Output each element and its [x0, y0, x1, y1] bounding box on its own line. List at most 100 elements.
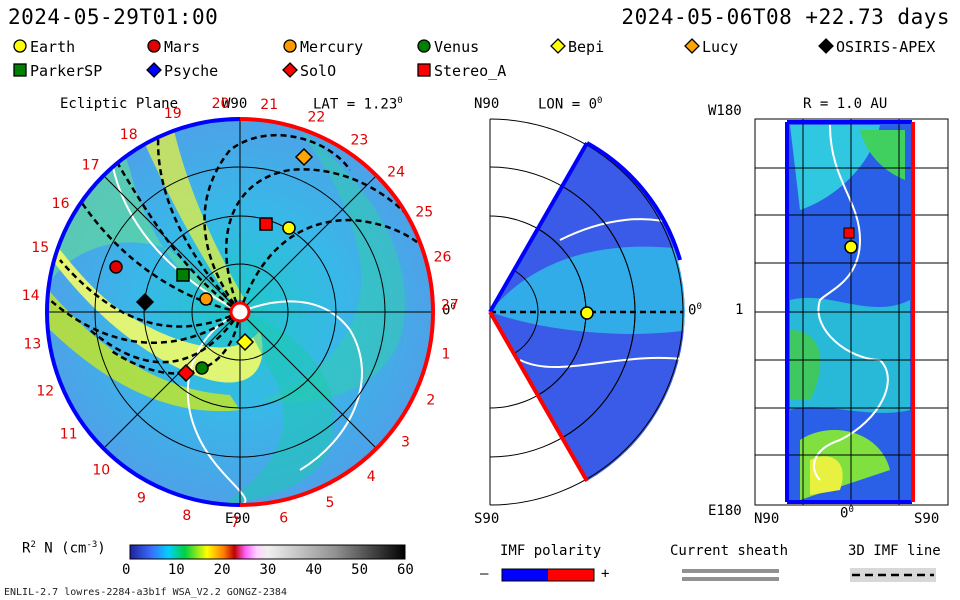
rim-negative — [45, 117, 241, 507]
legend-label: Venus — [434, 38, 480, 56]
lon-one-label: 1 — [735, 302, 744, 318]
mars-marker — [109, 260, 123, 274]
parker-marker — [176, 268, 190, 282]
legend-label: Stereo_A — [434, 62, 507, 80]
legend-item-mars: Mars — [146, 38, 200, 56]
density-band-north — [130, 119, 245, 300]
diamond-icon — [146, 62, 162, 78]
lat-n90-label: N90 — [754, 511, 780, 527]
venus-marker — [195, 361, 209, 375]
legend-item-solo: SolO — [282, 62, 336, 80]
density-band-lower — [47, 280, 240, 412]
density-band-yellow — [47, 230, 263, 383]
imf-line-title: 3D IMF line — [848, 543, 941, 559]
carrington-tick-4: 4 — [367, 469, 376, 485]
meridional-earth-marker — [580, 306, 594, 320]
diamond-icon — [550, 38, 566, 54]
ecliptic-zero-label: 00 — [442, 302, 456, 319]
carrington-tick-20: 20 — [212, 96, 230, 112]
legend-item-lucy: Lucy — [684, 38, 738, 56]
square-icon — [417, 63, 431, 77]
sim-time: 2024-05-29T01:00 — [8, 5, 219, 29]
circle-icon — [417, 39, 431, 53]
current-sheath-title: Current sheath — [670, 543, 789, 559]
circle-icon — [13, 39, 27, 53]
lat-label: LAT = 1.230 — [313, 96, 403, 113]
carrington-tick-9: 9 — [137, 490, 146, 506]
carrington-tick-26: 26 — [434, 250, 452, 266]
carrington-tick-21: 21 — [260, 97, 278, 113]
carrington-tick-27: 27 — [441, 298, 459, 314]
carrington-tick-11: 11 — [60, 426, 78, 442]
colorbar-tick-40: 40 — [305, 562, 323, 578]
lat-zero-label: 00 — [840, 505, 854, 522]
stereo-a-marker — [259, 217, 273, 231]
imf-negative-bar — [502, 569, 548, 581]
legend-label: SolO — [300, 62, 337, 80]
bepi-marker — [235, 332, 255, 352]
radial-stereo-marker — [843, 227, 855, 239]
colorbar-tick-30: 30 — [259, 562, 277, 578]
radial-band-5 — [810, 456, 843, 495]
imf-minus: – — [480, 566, 489, 582]
w180-label: W180 — [708, 103, 742, 119]
carrington-tick-15: 15 — [31, 240, 49, 256]
radial-earth-marker — [844, 240, 858, 254]
legend-item-earth: Earth — [12, 38, 75, 56]
carrington-tick-12: 12 — [36, 384, 54, 400]
legend-label: Lucy — [702, 38, 739, 56]
carrington-tick-22: 22 — [307, 109, 325, 125]
legend-item-bepi: Bepi — [550, 38, 604, 56]
radial-panel — [754, 118, 949, 506]
carrington-tick-10: 10 — [92, 463, 110, 479]
carrington-tick-3: 3 — [401, 434, 410, 450]
carrington-tick-14: 14 — [22, 288, 40, 304]
diamond-icon — [818, 38, 834, 54]
legend-item-osiris-apex: OSIRIS-APEX — [818, 38, 935, 56]
spacecraft-markers — [109, 147, 314, 383]
sun-marker — [229, 301, 251, 323]
radial-band-3 — [790, 330, 821, 400]
meridional-zero: 00 — [688, 302, 702, 319]
legend-label: Earth — [30, 38, 76, 56]
e180-label: E180 — [708, 503, 742, 519]
carrington-tick-24: 24 — [387, 165, 405, 181]
e90-label: E90 — [225, 511, 251, 527]
solo-marker — [176, 363, 196, 383]
square-icon — [13, 63, 27, 77]
imf-field-lines — [49, 119, 432, 375]
sheath-legend-line-1 — [682, 569, 779, 573]
radial-grid — [755, 119, 948, 505]
sheath-line-2 — [239, 300, 363, 471]
lat-s90-label: S90 — [914, 511, 940, 527]
carrington-tick-13: 13 — [23, 337, 41, 353]
diamond-icon — [684, 38, 700, 54]
carrington-tick-16: 16 — [52, 196, 70, 212]
legend-item-venus: Venus — [416, 38, 479, 56]
legend-label: OSIRIS-APEX — [836, 38, 936, 56]
carrington-tick-18: 18 — [120, 127, 138, 143]
legend-item-mercury: Mercury — [282, 38, 363, 56]
imf-polarity-title: IMF polarity — [500, 543, 602, 559]
imf-positive-bar — [548, 569, 594, 581]
radial-sheath — [813, 124, 889, 481]
carrington-tick-2: 2 — [426, 393, 435, 409]
colorbar-label: R2 N (cm-3) — [22, 540, 106, 557]
carrington-tick-8: 8 — [182, 508, 191, 524]
carrington-tick-7: 7 — [231, 515, 240, 531]
colorbar-tick-60: 60 — [397, 562, 414, 578]
meridional-s90: S90 — [474, 511, 500, 527]
legend-label: Bepi — [568, 38, 605, 56]
density-colorbar — [129, 544, 406, 560]
imf-plus: + — [601, 566, 610, 582]
meridional-sheath-2 — [519, 356, 685, 368]
density-band-south — [220, 312, 335, 505]
meridional-n90: N90 — [474, 96, 500, 112]
carrington-tick-5: 5 — [325, 495, 334, 511]
ecliptic-title: Ecliptic Plane — [60, 96, 179, 112]
carrington-tick-17: 17 — [82, 157, 100, 173]
lucy-marker — [294, 147, 314, 167]
radius-label: R = 1.0 AU — [803, 96, 888, 112]
